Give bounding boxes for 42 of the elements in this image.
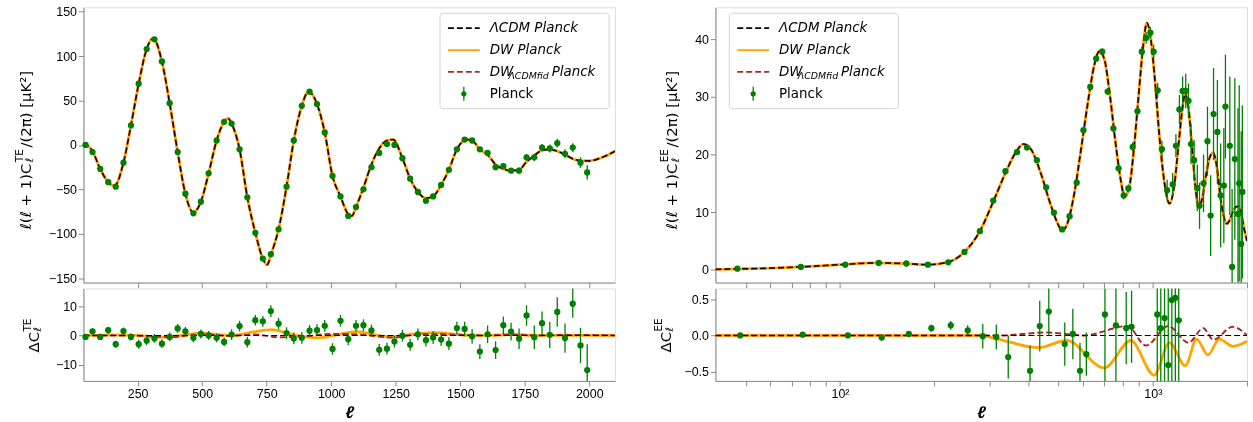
x-tick-label: 500 <box>192 387 214 402</box>
y-tick-label: −50 <box>55 182 78 197</box>
y-tick-label: 10 <box>695 205 710 220</box>
x-tick-label: 10² <box>831 387 850 402</box>
legend-label: DWΛCDMfid Planck <box>489 63 597 81</box>
y-tick-label: 40 <box>695 32 710 47</box>
x-tick-label: 2000 <box>575 387 604 402</box>
y-tick-label: −100 <box>49 227 78 242</box>
y-tick-label: 150 <box>56 5 78 20</box>
y-tick-label: 0 <box>70 328 78 343</box>
x-tick-label: 750 <box>256 387 278 402</box>
legend-label: Planck <box>489 85 534 101</box>
legend-label: ΛCDM Planck <box>778 20 869 36</box>
y-tick-label: −10 <box>55 358 78 373</box>
y-tick-label: 0 <box>702 263 710 278</box>
legend-label: Planck <box>779 85 823 101</box>
legend-label: DW Planck <box>489 42 563 58</box>
legend-label: DW Planck <box>779 42 852 58</box>
legend-label: ΛCDM Planck <box>488 20 580 36</box>
y-tick-label: −150 <box>49 271 78 286</box>
x-tick-label: 1750 <box>511 387 540 402</box>
y-axis-title: ΔCℓEE <box>652 318 676 353</box>
x-tick-label: 1250 <box>382 387 411 402</box>
y-tick-label: −0.5 <box>684 365 710 380</box>
y-tick-label: 0 <box>70 138 78 153</box>
legend-label: DWΛCDMfid Planck <box>779 63 886 81</box>
y-axis-title: ℓ(ℓ + 1)CℓEE/(2π) [μK²] <box>658 70 682 231</box>
x-axis-title: ℓ <box>977 402 987 422</box>
y-tick-label: 0.5 <box>691 292 710 307</box>
y-tick-label: 0.0 <box>691 328 710 343</box>
x-tick-label: 1500 <box>446 387 475 402</box>
y-tick-label: 100 <box>56 49 78 64</box>
y-tick-label: 50 <box>63 94 78 109</box>
x-tick-label: 1000 <box>317 387 346 402</box>
x-axis-title: ℓ <box>345 402 355 422</box>
y-tick-label: 20 <box>695 147 710 162</box>
y-axis-title: ℓ(ℓ + 1)CℓTE/(2π) [μK²] <box>12 70 36 231</box>
y-tick-label: 30 <box>695 90 710 105</box>
y-tick-label: 10 <box>63 299 78 314</box>
x-tick-label: 250 <box>127 387 149 402</box>
x-tick-label: 10³ <box>1144 387 1163 402</box>
y-axis-title: ΔCℓTE <box>20 318 44 353</box>
